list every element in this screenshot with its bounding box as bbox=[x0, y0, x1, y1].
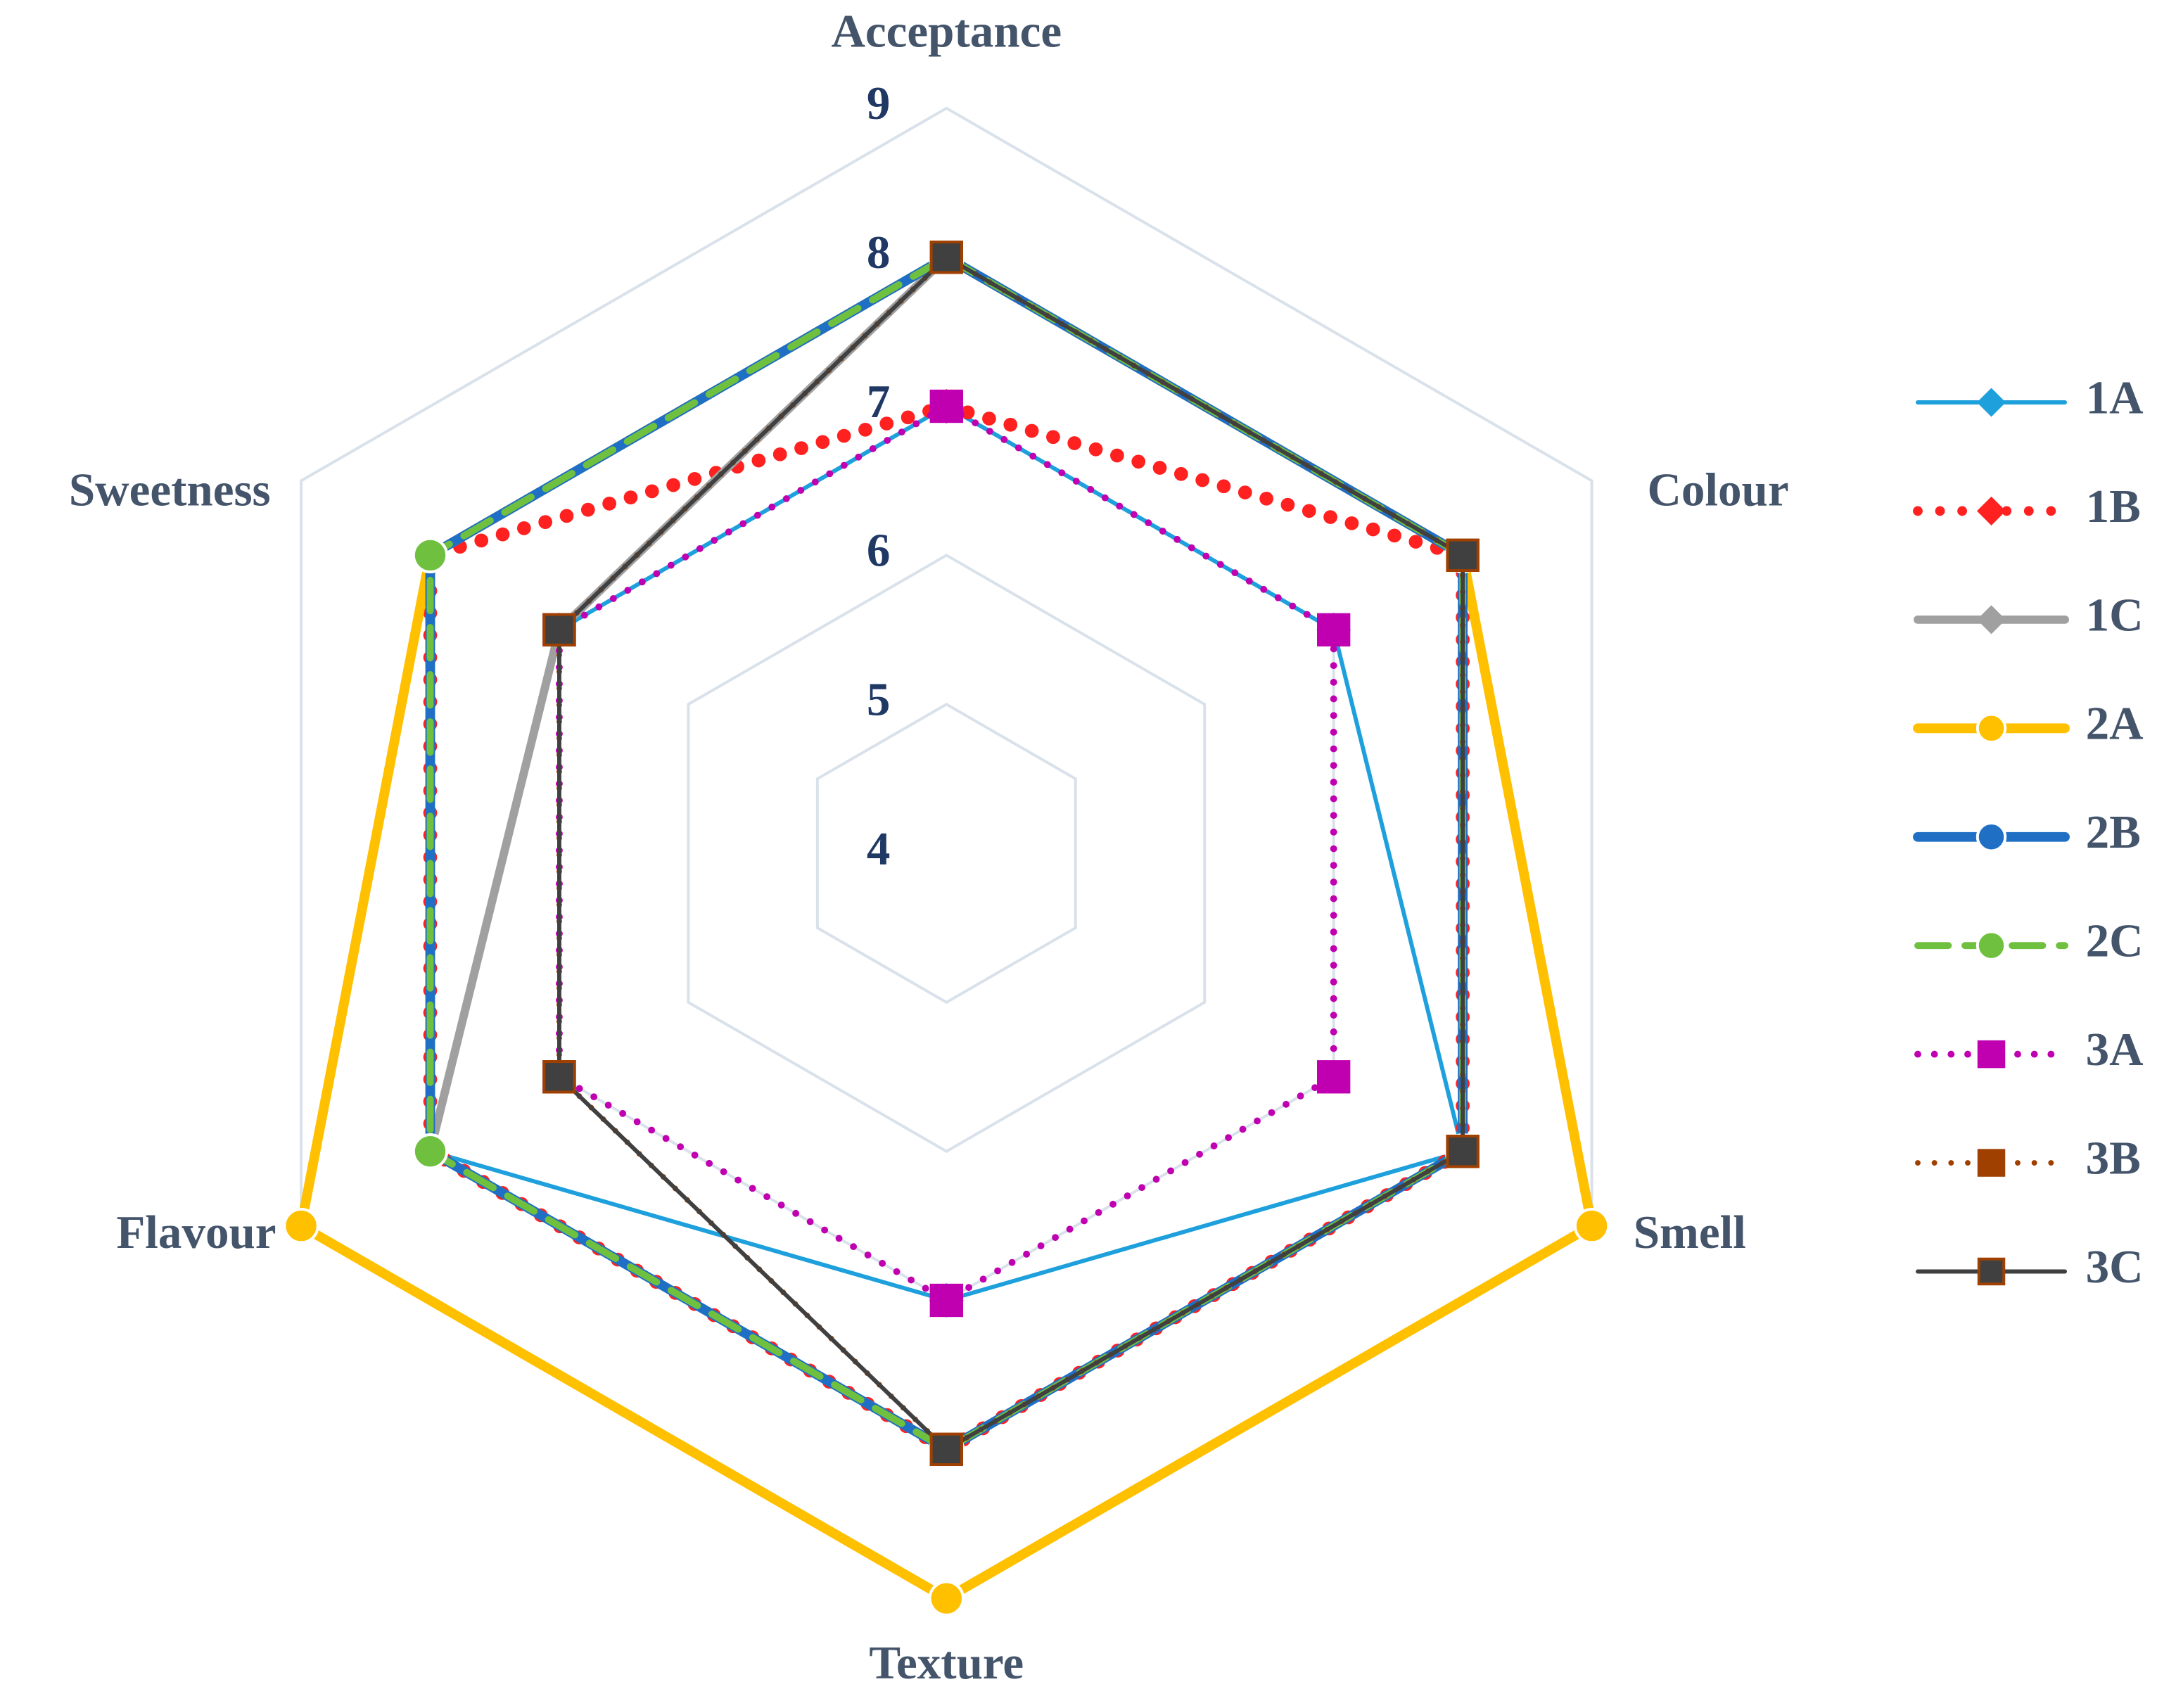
marker bbox=[1573, 1207, 1610, 1244]
marker bbox=[1317, 613, 1351, 646]
marker bbox=[1977, 1257, 2006, 1286]
marker bbox=[412, 537, 449, 573]
marker bbox=[1976, 496, 2006, 525]
legend-label: 3A bbox=[2086, 1023, 2144, 1076]
marker bbox=[412, 1133, 449, 1170]
marker bbox=[1977, 1040, 2006, 1069]
series bbox=[413, 389, 1480, 1318]
series-line bbox=[296, 252, 1597, 1604]
series bbox=[412, 239, 1481, 1467]
tick-label: 4 bbox=[867, 822, 891, 874]
category-label: Acceptance bbox=[831, 5, 1062, 58]
marker bbox=[1976, 388, 2006, 417]
legend-label: 2A bbox=[2086, 697, 2144, 750]
marker bbox=[928, 1580, 965, 1617]
tick-label: 7 bbox=[867, 375, 891, 428]
grid-line bbox=[428, 255, 1465, 1451]
series-line bbox=[556, 402, 1337, 1304]
marker bbox=[283, 1207, 319, 1244]
tick-label: 9 bbox=[867, 77, 891, 129]
grid-line bbox=[687, 554, 1207, 1153]
marker bbox=[1446, 538, 1480, 573]
grid-line bbox=[557, 404, 1335, 1302]
marker bbox=[1976, 605, 2006, 635]
category-label: Texture bbox=[869, 1636, 1024, 1689]
marker bbox=[542, 1060, 576, 1094]
series-line bbox=[426, 253, 1468, 1454]
category-label: Sweetness bbox=[69, 464, 271, 516]
grid-line bbox=[300, 106, 1593, 1600]
marker bbox=[542, 613, 576, 646]
tick-label: 6 bbox=[867, 524, 891, 577]
category-label: Colour bbox=[1647, 464, 1788, 516]
marker bbox=[929, 1432, 963, 1467]
marker bbox=[1977, 1149, 2006, 1177]
series-line bbox=[556, 254, 1466, 1453]
tick-label: 8 bbox=[867, 226, 891, 279]
series-line bbox=[425, 252, 1468, 1455]
category-label: Smell bbox=[1634, 1206, 1746, 1258]
marker bbox=[929, 389, 963, 423]
legend-label: 1C bbox=[2086, 588, 2144, 641]
marker bbox=[1975, 822, 2007, 853]
legend-label: 1B bbox=[2086, 480, 2141, 533]
series bbox=[412, 239, 1481, 1467]
marker bbox=[929, 241, 963, 274]
tick-label: 5 bbox=[867, 673, 891, 726]
legend-label: 2C bbox=[2086, 914, 2144, 967]
marker bbox=[1317, 1060, 1351, 1094]
grid-line bbox=[815, 702, 1077, 1005]
series-line bbox=[426, 253, 1467, 1453]
legend-label: 2B bbox=[2086, 805, 2141, 858]
legend-label: 1A bbox=[2086, 371, 2144, 423]
legend-label: 3C bbox=[2086, 1240, 2144, 1293]
marker bbox=[929, 1283, 963, 1318]
category-label: Flavour bbox=[116, 1206, 276, 1258]
legend-label: 3B bbox=[2086, 1131, 2141, 1184]
series-line bbox=[428, 404, 1465, 1303]
marker bbox=[1975, 713, 2007, 744]
marker bbox=[1446, 1135, 1480, 1168]
series bbox=[542, 241, 1480, 1467]
marker bbox=[1975, 930, 2007, 961]
series bbox=[413, 240, 1480, 1467]
series-line bbox=[556, 255, 1465, 1452]
